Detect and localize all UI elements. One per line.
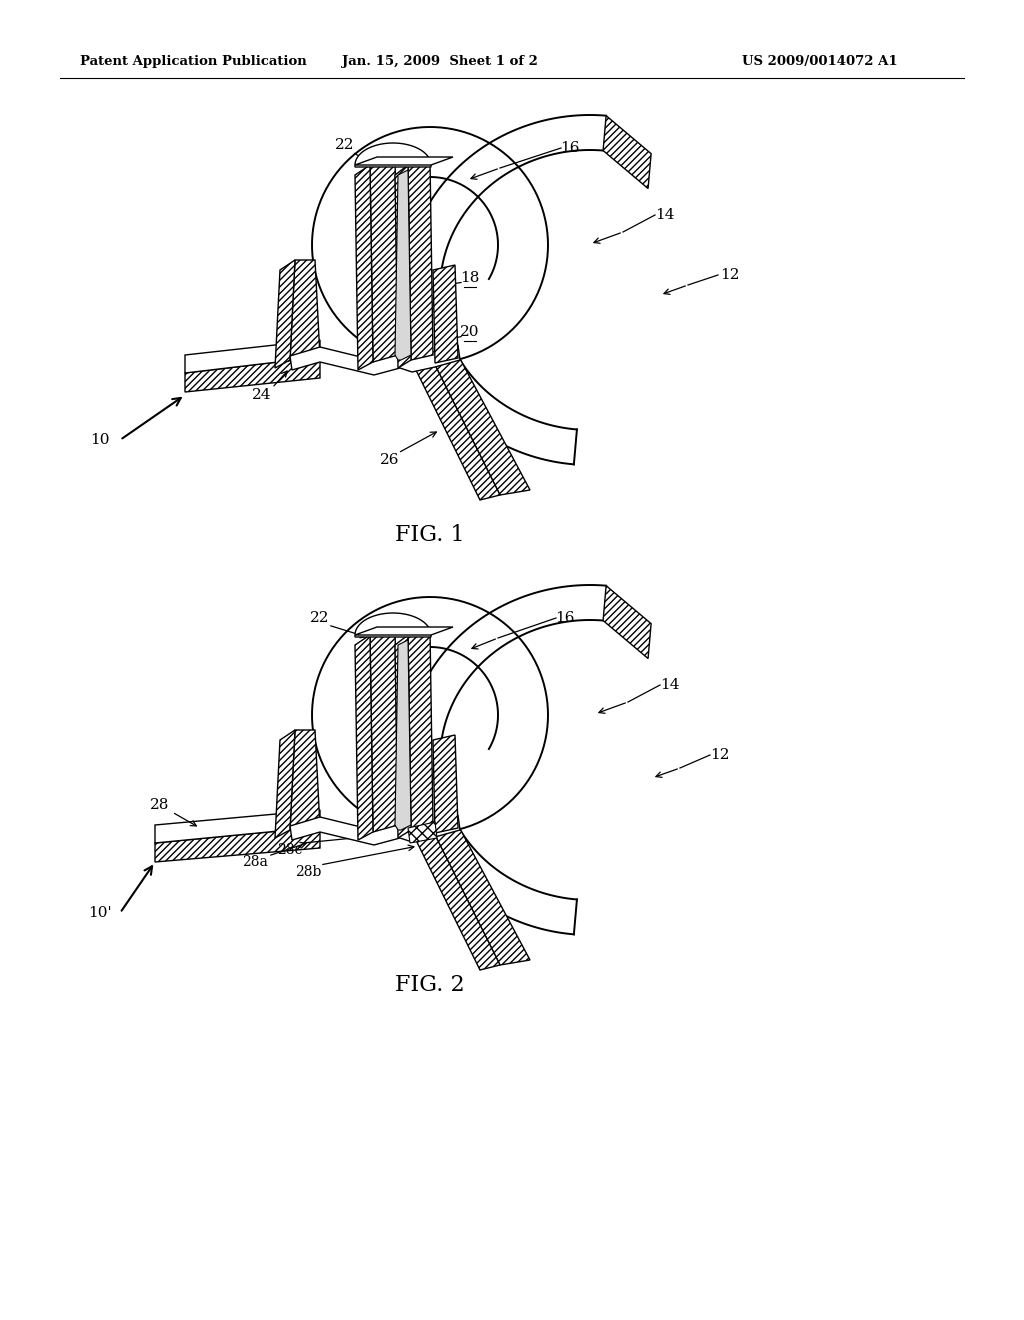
- Text: 22: 22: [335, 139, 354, 152]
- Text: 12: 12: [711, 748, 730, 762]
- Text: 16: 16: [560, 141, 580, 154]
- Polygon shape: [155, 810, 319, 843]
- Text: 22: 22: [310, 611, 330, 624]
- Text: 24: 24: [252, 388, 271, 403]
- Polygon shape: [370, 624, 398, 832]
- Text: Jan. 15, 2009  Sheet 1 of 2: Jan. 15, 2009 Sheet 1 of 2: [342, 55, 538, 69]
- Polygon shape: [603, 116, 651, 189]
- Polygon shape: [275, 730, 295, 838]
- Polygon shape: [430, 355, 530, 495]
- Polygon shape: [411, 355, 500, 500]
- Text: 10: 10: [90, 433, 110, 447]
- Polygon shape: [603, 586, 651, 659]
- Polygon shape: [185, 341, 319, 374]
- Polygon shape: [355, 627, 453, 635]
- Polygon shape: [430, 825, 530, 965]
- Polygon shape: [290, 730, 319, 830]
- Polygon shape: [355, 157, 453, 165]
- Text: 10': 10': [88, 906, 112, 920]
- Text: FIG. 2: FIG. 2: [395, 974, 465, 997]
- Polygon shape: [355, 635, 373, 840]
- Text: 14: 14: [660, 678, 680, 692]
- Text: 28b: 28b: [295, 865, 322, 879]
- Polygon shape: [411, 825, 500, 970]
- Polygon shape: [395, 165, 411, 368]
- Polygon shape: [290, 345, 460, 375]
- Text: Patent Application Publication: Patent Application Publication: [80, 55, 307, 69]
- Polygon shape: [290, 260, 319, 360]
- Text: 20: 20: [460, 325, 480, 339]
- Polygon shape: [355, 165, 373, 370]
- Polygon shape: [155, 828, 319, 862]
- Polygon shape: [408, 822, 437, 843]
- Text: 18: 18: [461, 271, 479, 285]
- Text: 28a: 28a: [242, 855, 268, 869]
- Polygon shape: [395, 170, 411, 360]
- Polygon shape: [370, 154, 398, 362]
- Text: US 2009/0014072 A1: US 2009/0014072 A1: [742, 55, 898, 69]
- Polygon shape: [355, 143, 431, 168]
- Text: 14: 14: [655, 209, 675, 222]
- Text: 28c: 28c: [278, 843, 303, 857]
- Polygon shape: [408, 160, 433, 360]
- Text: 16: 16: [555, 611, 574, 624]
- Polygon shape: [408, 630, 433, 830]
- Polygon shape: [185, 356, 319, 392]
- Polygon shape: [433, 735, 458, 833]
- Text: 28: 28: [151, 799, 170, 812]
- Polygon shape: [290, 814, 460, 845]
- Text: FIG. 1: FIG. 1: [395, 524, 465, 546]
- Text: 26: 26: [380, 453, 399, 467]
- Polygon shape: [433, 265, 458, 363]
- Polygon shape: [355, 612, 431, 638]
- Text: 12: 12: [720, 268, 739, 282]
- Polygon shape: [275, 260, 295, 368]
- Polygon shape: [395, 640, 411, 830]
- Polygon shape: [395, 635, 411, 838]
